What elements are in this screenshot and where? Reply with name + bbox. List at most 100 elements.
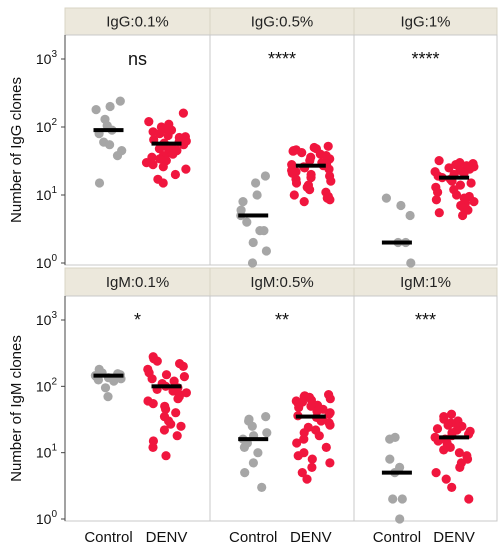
control-median-bar xyxy=(238,437,269,442)
denv-point xyxy=(158,162,168,172)
control-median-bar xyxy=(93,128,124,133)
facet-strip xyxy=(64,267,211,297)
denv-point xyxy=(321,442,331,452)
denv-point xyxy=(170,169,180,180)
control-point xyxy=(242,217,252,227)
x-category-label: Control xyxy=(84,529,132,546)
denv-point xyxy=(297,148,307,158)
denv-median-bar xyxy=(295,414,326,419)
denv-point xyxy=(163,130,173,141)
y-axis: 100 101 102 103 xyxy=(36,35,66,271)
denv-point xyxy=(434,208,444,218)
denv-median-bar xyxy=(439,175,470,180)
denv-point xyxy=(323,141,333,151)
control-point xyxy=(100,383,111,393)
denv-point xyxy=(181,164,191,174)
denv-median-bar xyxy=(151,141,182,146)
denv-point xyxy=(316,416,326,426)
denv-point xyxy=(292,438,302,448)
facet-panel-igg-1-: IgG:1% **** xyxy=(353,7,498,268)
denv-point xyxy=(459,168,469,178)
denv-point xyxy=(305,156,315,166)
denv-point xyxy=(148,442,158,452)
facet-title: IgM:0.5% xyxy=(250,274,313,291)
control-point xyxy=(406,258,416,268)
denv-point xyxy=(307,462,317,472)
control-point xyxy=(259,226,269,236)
denv-point xyxy=(307,454,317,464)
control-point xyxy=(115,96,125,106)
denv-point xyxy=(458,210,468,221)
denv-point xyxy=(181,388,191,398)
y-axis-label: Number of IgM clones xyxy=(8,335,25,482)
y-tick-label: 101 xyxy=(36,185,58,203)
significance-label: **** xyxy=(411,49,439,69)
control-point xyxy=(238,197,248,207)
denv-point xyxy=(325,458,335,468)
denv-point xyxy=(172,431,182,441)
control-median-bar xyxy=(381,470,412,475)
denv-point xyxy=(324,409,334,419)
denv-point xyxy=(161,451,171,461)
significance-label: *** xyxy=(415,310,436,330)
control-point xyxy=(381,193,391,203)
significance-label: ** xyxy=(275,310,289,330)
control-point xyxy=(247,258,258,268)
denv-point xyxy=(326,176,336,186)
y-axis-label: Number of IgG clones xyxy=(8,77,25,223)
x-category-label: DENV xyxy=(290,529,332,546)
control-point xyxy=(262,428,272,438)
control-point xyxy=(248,458,258,468)
denv-point xyxy=(432,424,443,434)
denv-point xyxy=(466,178,476,188)
control-point xyxy=(248,237,258,248)
control-point xyxy=(405,210,415,221)
denv-point xyxy=(325,394,335,404)
denv-point xyxy=(446,409,457,419)
control-point xyxy=(252,190,262,200)
denv-point xyxy=(161,404,171,414)
control-point xyxy=(94,178,105,188)
denv-point xyxy=(444,163,454,173)
control-point xyxy=(388,494,398,504)
facet-panel-igg-0-5-: IgG:0.5% **** xyxy=(209,7,355,268)
denv-point xyxy=(324,164,334,174)
y-tick-label: 103 xyxy=(36,49,58,67)
facet-title: IgM:0.1% xyxy=(106,274,169,291)
control-point xyxy=(112,151,123,161)
denv-point xyxy=(469,197,479,207)
y-tick-label: 102 xyxy=(36,376,58,394)
x-category-label: Control xyxy=(229,529,277,546)
denv-point xyxy=(288,146,298,156)
denv-point xyxy=(454,448,464,458)
denv-point xyxy=(299,197,309,207)
denv-point xyxy=(447,482,457,492)
denv-point xyxy=(314,431,324,441)
denv-point xyxy=(431,195,441,205)
denv-point xyxy=(464,494,474,504)
control-point xyxy=(385,434,395,444)
control-median-bar xyxy=(93,373,124,378)
facet-panel-igm-0-1-: IgM:0.1% * xyxy=(64,267,211,522)
denv-point xyxy=(154,144,164,154)
facet-strip xyxy=(353,7,498,36)
denv-point xyxy=(293,451,303,461)
x-category-label: DENV xyxy=(433,529,475,546)
control-median-bar xyxy=(238,213,269,218)
control-point xyxy=(105,140,115,150)
control-point xyxy=(395,514,405,524)
denv-point xyxy=(306,173,316,183)
denv-point xyxy=(289,190,299,200)
denv-point xyxy=(325,195,335,205)
denv-point xyxy=(433,187,443,197)
denv-point xyxy=(455,180,465,190)
control-point xyxy=(397,494,407,504)
denv-point xyxy=(178,108,188,118)
control-point xyxy=(385,454,395,464)
denv-point xyxy=(178,361,188,371)
facet-panel-igm-0-5-: IgM:0.5% ** xyxy=(209,267,355,522)
y-tick-label: 103 xyxy=(36,310,58,328)
x-category-label: Control xyxy=(373,529,421,546)
control-point xyxy=(239,442,249,452)
control-point xyxy=(109,376,119,386)
